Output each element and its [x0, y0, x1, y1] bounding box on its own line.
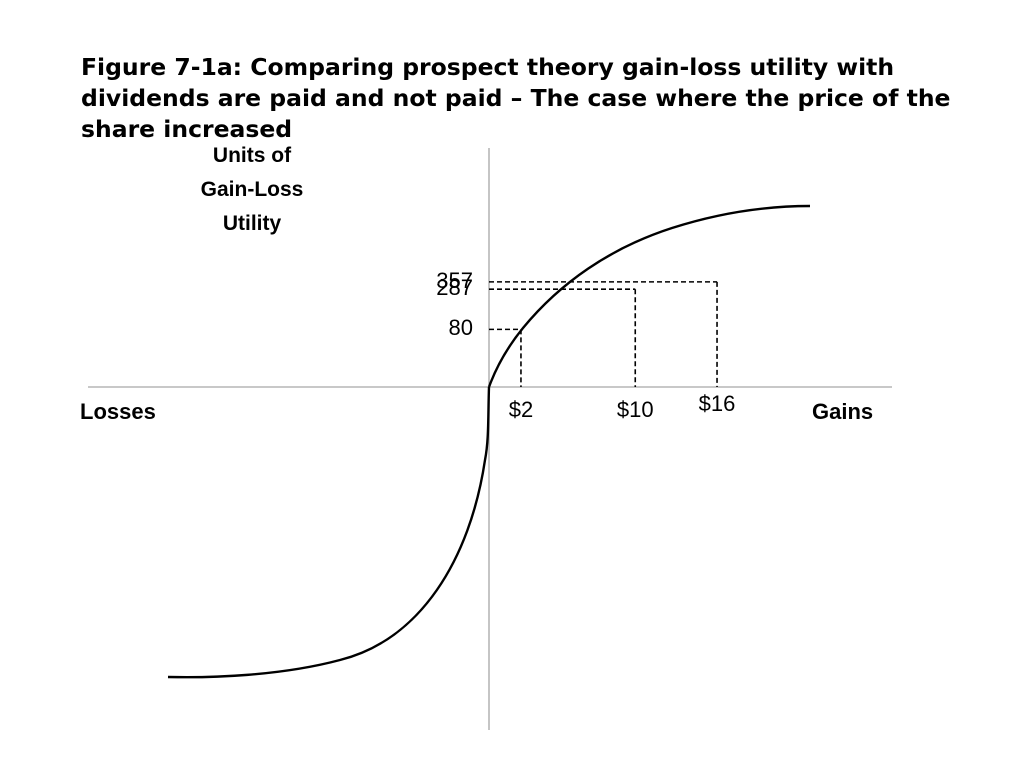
- figure-title: Figure 7-1a: Comparing prospect theory g…: [81, 53, 951, 143]
- y-tick-label: 287: [436, 275, 473, 301]
- y-axis-label-line-1: Units of: [212, 144, 292, 167]
- x-tick-label: $10: [616, 397, 654, 422]
- y-axis-label: Units of Gain-Loss Utility: [178, 139, 326, 241]
- value-function-curve: [167, 204, 811, 679]
- gains-label: Gains: [812, 399, 874, 424]
- y-axis-label-line-2: Gain-Loss: [200, 178, 304, 201]
- y-tick-label: 80: [448, 315, 473, 341]
- x-tick-label: $2: [508, 397, 534, 422]
- guide-lines: [489, 281, 718, 387]
- y-tick-label: 357: [436, 267, 473, 293]
- losses-label: Losses: [80, 399, 156, 424]
- y-axis-label-line-3: Utility: [222, 212, 282, 235]
- x-tick-label: $16: [698, 391, 736, 416]
